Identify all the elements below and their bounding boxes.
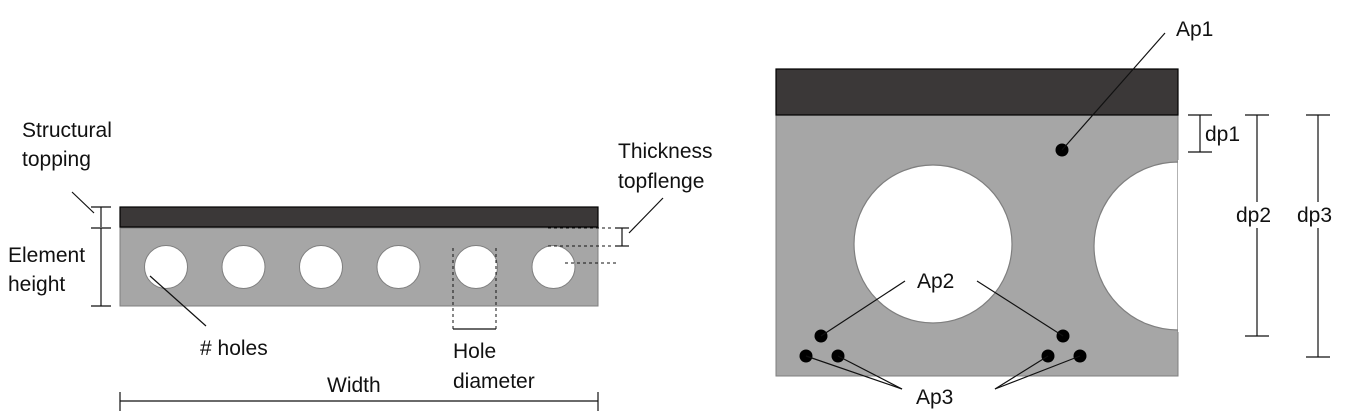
element-height-label-line2: height: [8, 273, 65, 296]
dp2-label-bg: [1235, 202, 1281, 228]
structural-topping-leader: [71, 191, 95, 214]
ap3-label: Ap3: [916, 386, 953, 409]
holes-leader: [149, 275, 207, 327]
holes-label: # holes: [200, 337, 268, 360]
ap3-leader-left-1: [805, 355, 903, 390]
topflange-leader: [628, 197, 664, 234]
left-hole-3: [299, 245, 343, 289]
hole-diameter-label-line1: Hole: [453, 340, 496, 363]
left-hole-5: [454, 245, 498, 289]
left-holes-group: [144, 245, 576, 289]
dp3-label: dp3: [1297, 204, 1332, 227]
left-hole-2: [221, 245, 266, 289]
right-hole-full: [853, 164, 1013, 324]
left-hole-6: [531, 245, 576, 289]
ap1-label: Ap1: [1176, 18, 1213, 41]
width-label: Width: [327, 374, 381, 397]
thickness-topflange-label-line2: topflenge: [618, 170, 704, 193]
left-cross-section: Structural topping Element height Thickn…: [8, 119, 713, 411]
ap3-leader-right-1: [994, 355, 1049, 390]
ap2-label: Ap2: [917, 270, 954, 293]
hole-diameter-label-line2: diameter: [453, 370, 535, 393]
left-hole-4: [376, 245, 421, 289]
structural-topping-label-line2: topping: [22, 148, 91, 171]
ap3-leader-right-2: [994, 355, 1081, 390]
thickness-topflange-label-line1: Thickness: [618, 140, 713, 163]
right-structural-topping: [775, 68, 1179, 116]
ap3-leader-left-2: [837, 355, 903, 390]
structural-topping-label-line1: Structural: [22, 119, 112, 142]
ap1-leader: [1061, 32, 1166, 151]
left-hole-1: [144, 245, 188, 289]
dp1-label-bg: [1202, 121, 1250, 147]
dp3-label-bg: [1296, 202, 1342, 228]
ap2-leader-right: [976, 280, 1064, 337]
dp2-label: dp2: [1236, 204, 1271, 227]
right-hole-partial: [1093, 161, 1179, 331]
ap2-leader-left: [820, 280, 906, 337]
left-slab-body: [119, 227, 599, 307]
right-detail-section: Ap1 Ap2 Ap3 dp1 dp2 dp3: [775, 18, 1342, 409]
dp1-label: dp1: [1205, 123, 1240, 146]
element-height-label-line1: Element: [8, 244, 85, 267]
left-structural-topping: [119, 206, 599, 228]
